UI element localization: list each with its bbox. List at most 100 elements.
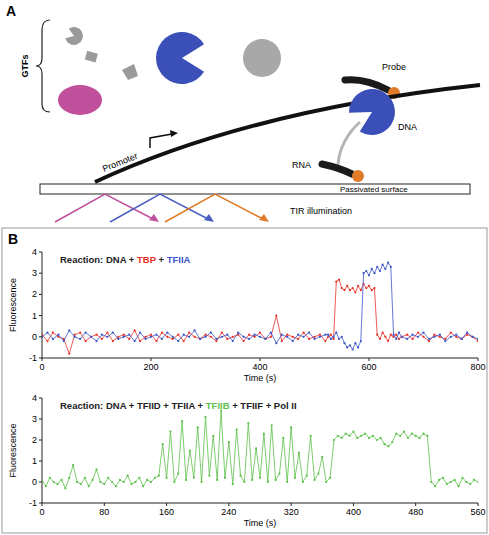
annotation-part: TFIIA [167,254,191,265]
series-point [278,473,280,475]
series-point [128,338,130,340]
series-point [373,287,375,289]
series-point [319,336,321,338]
series-point [106,331,108,333]
y-tick-label: -1 [29,498,37,508]
series-point [345,433,347,435]
y-tick [39,419,42,420]
series-point [379,338,381,340]
series-point [275,315,277,317]
series-point [264,338,266,340]
series-point [282,437,284,439]
series-point [343,289,345,291]
x-tick [166,503,167,506]
series-point [232,336,234,338]
series-point [166,331,168,333]
series-point [330,334,332,336]
y-tick [39,461,42,462]
series-point [226,334,228,336]
gtf-shape [122,64,138,80]
series-point [390,266,392,268]
series-point [286,481,288,483]
series-point [139,340,141,342]
plot-data [42,410,478,490]
series-point [446,483,448,485]
series-point [106,336,108,338]
series-point [354,342,356,344]
series-point [158,475,160,477]
series-point [263,433,265,435]
tir-arrowhead [259,214,269,222]
series-point [360,435,362,437]
series-point [232,483,234,485]
series-point [255,447,257,449]
series-point [319,334,321,336]
series-point [90,336,92,338]
series-point [188,336,190,338]
series-point [384,268,386,270]
series-point [419,437,421,439]
series-point [341,437,343,439]
series-point [99,481,101,483]
series-point [428,338,430,340]
probe-label: Probe [382,62,406,72]
series-point [417,331,419,333]
series-point [387,445,389,447]
series-point [426,435,428,437]
series-point [365,287,367,289]
series-point [199,338,201,340]
series-point [212,435,214,437]
x-tick-label: 0 [39,507,44,517]
series-point [376,266,378,268]
series-point [52,338,54,340]
series-point [373,272,375,274]
series-point [259,331,261,333]
series-point [52,331,54,333]
series-point [101,334,103,336]
surface [40,184,470,194]
series-point [457,485,459,487]
series-point [294,477,296,479]
x-tick [415,503,416,506]
series-point [42,334,43,336]
series-point [68,329,70,331]
series-point [101,338,103,340]
series-point [415,435,417,437]
series-point [401,336,403,338]
series-point [275,342,277,344]
series-point [123,336,125,338]
x-tick [260,358,261,361]
y-tick-label: 4 [32,247,37,257]
series-point [286,336,288,338]
series-point [438,479,440,481]
x-tick [478,503,479,506]
series-point [64,487,66,489]
series-point [79,331,81,333]
series-point [346,285,348,287]
series-point [259,336,261,338]
probe [345,80,388,90]
series-point [321,456,323,458]
series-point [49,477,51,479]
series-point [161,338,163,340]
series-point [398,338,400,340]
series-point [391,441,393,443]
series-point [348,435,350,437]
plot-data [42,262,478,355]
tir-ray [165,194,265,222]
series-point [189,449,191,451]
series-point [181,420,183,422]
series-point [360,340,362,342]
series-point [352,348,354,350]
series-point [465,481,467,483]
series-point [356,437,358,439]
y-tick-label: 1 [32,456,37,466]
series-point [215,338,217,340]
series-point [194,329,196,331]
series-point [117,338,119,340]
x-tick-label: 800 [470,362,485,372]
series-point [155,334,157,336]
series-point [194,336,196,338]
series-point [383,443,385,445]
gtf-shape [243,39,281,77]
